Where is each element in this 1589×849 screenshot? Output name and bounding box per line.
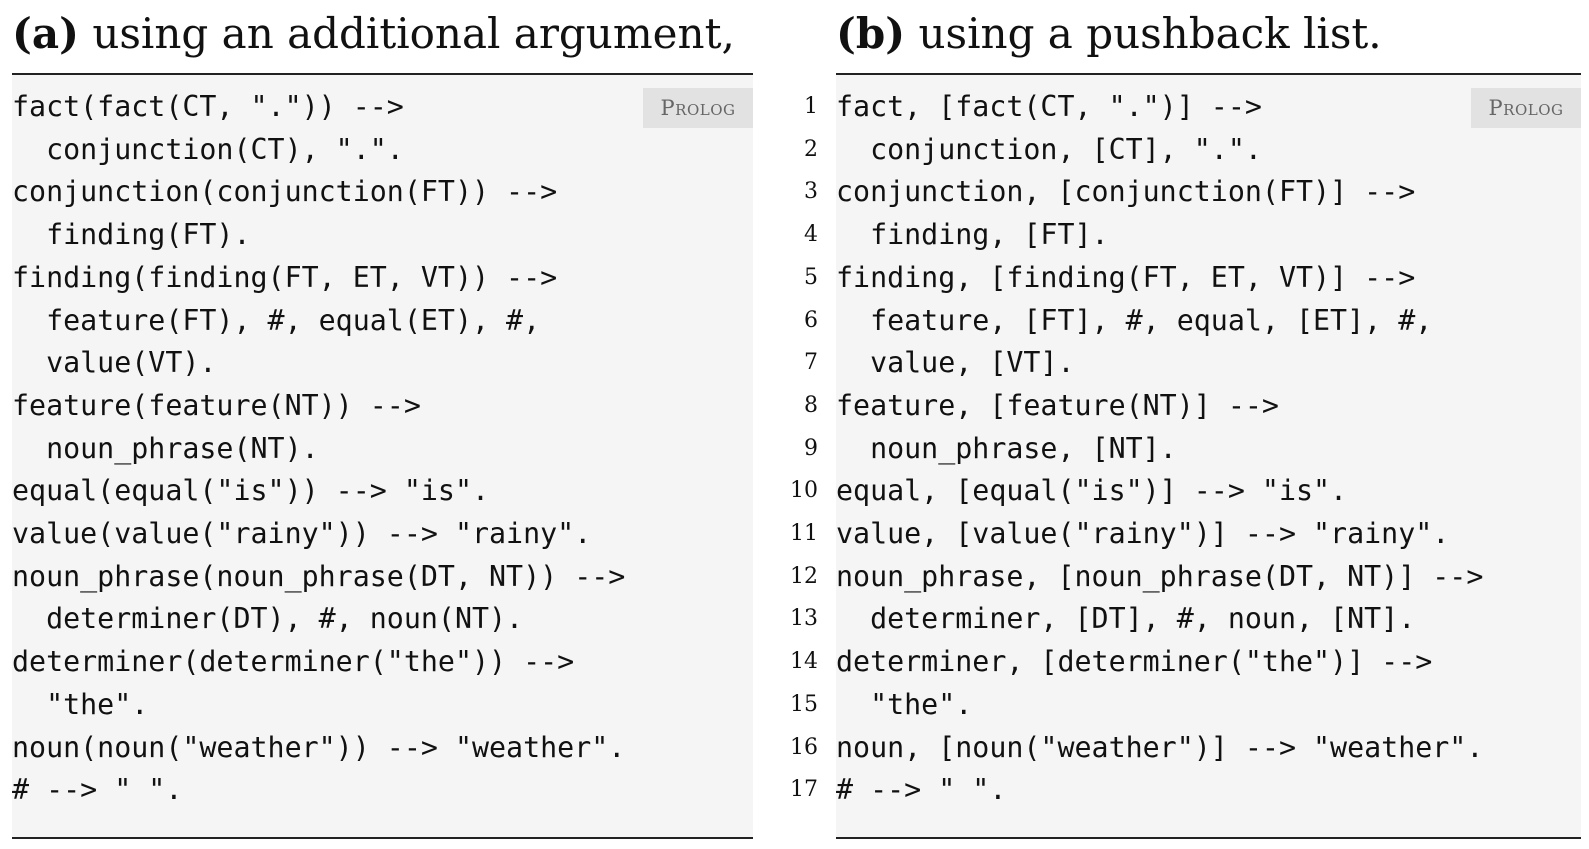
code-line: value, [value("rainy")] --> "rainy". [836,517,1450,550]
code-line: fact, [fact(CT, ".")] --> [836,90,1262,123]
code-line: feature, [FT], #, equal, [ET], #, [836,303,1433,337]
code-line: # --> " ". [12,773,183,807]
code-line: value(value("rainy")) --> "rainy". [12,517,592,550]
code-line: noun_phrase(noun_phrase(DT, NT)) --> [12,559,626,593]
code-line: determiner, [determiner("the")] --> [836,645,1433,679]
code-line: conjunction, [CT], ".". [836,132,1262,166]
code-line: noun_phrase, [NT]. [836,431,1177,465]
line-number: 13 [790,606,818,632]
code-line: determiner, [DT], #, noun, [NT]. [836,602,1416,636]
line-number: 3 [804,179,818,205]
code-line: feature(feature(NT)) --> [12,388,421,422]
language-badge-a: Prolog [643,88,753,128]
caption-a: (a) using an additional argument, [12,6,735,62]
code-line: noun(noun("weather")) --> "weather". [12,730,626,764]
code-line: value(VT). [12,346,217,380]
code-line: finding(FT). [12,218,251,252]
line-number: 8 [804,392,818,418]
code-line: finding(finding(FT, ET, VT)) --> [12,260,558,294]
line-number: 12 [790,563,818,589]
code-line: conjunction, [conjunction(FT)] --> [836,175,1416,209]
line-number: 2 [804,136,818,162]
code-line: feature(FT), #, equal(ET), #, [12,303,541,337]
code-line: feature, [feature(NT)] --> [836,388,1279,422]
caption-a-text: using an additional argument, [92,9,735,58]
code-line: value, [VT]. [836,346,1075,380]
code-line: finding, [FT]. [836,218,1109,252]
line-number: 17 [790,777,818,803]
code-line: conjunction(CT), ".". [12,132,404,166]
caption-a-tag: (a) [12,9,79,58]
caption-b: (b) using a pushback list. [836,6,1382,62]
code-line: finding, [finding(FT, ET, VT)] --> [836,260,1416,294]
code-listing-a: Prolog fact(fact(CT, ".")) --> conjuncti… [12,75,753,837]
bottom-rule-a [12,837,753,839]
code-line: noun_phrase(NT). [12,431,319,465]
code-line: "the". [12,687,149,721]
top-rule-b [836,73,1581,75]
line-number: 4 [804,222,818,248]
line-number: 14 [790,649,818,675]
code-listing-b: Prolog fact, [fact(CT, ".")] --> 1 conjun… [790,75,1581,837]
line-number: 10 [790,478,818,504]
code-line: determiner(DT), #, noun(NT). [12,602,524,636]
line-number: 7 [804,350,818,376]
code-line: fact(fact(CT, ".")) --> [12,90,404,123]
bottom-rule-b [836,837,1581,839]
caption-b-text: using a pushback list. [918,9,1382,58]
line-number: 11 [790,521,818,546]
code-line: determiner(determiner("the")) --> [12,645,575,679]
code-line: noun, [noun("weather")] --> "weather". [836,730,1484,764]
line-number: 5 [804,264,818,290]
top-rule-a [12,73,753,75]
language-badge-b: Prolog [1471,88,1581,128]
caption-b-tag: (b) [836,9,906,58]
line-number: 1 [804,94,818,119]
code-line: noun_phrase, [noun_phrase(DT, NT)] --> [836,559,1484,593]
code-line: equal(equal("is")) --> "is". [12,474,490,508]
code-line: equal, [equal("is")] --> "is". [836,474,1348,508]
code-line: "the". [836,687,973,721]
line-number: 16 [790,734,818,760]
code-line: # --> " ". [836,773,1007,807]
line-number: 6 [804,307,818,333]
line-number: 15 [790,691,818,717]
line-number: 9 [804,435,818,461]
code-line: conjunction(conjunction(FT)) --> [12,175,558,209]
